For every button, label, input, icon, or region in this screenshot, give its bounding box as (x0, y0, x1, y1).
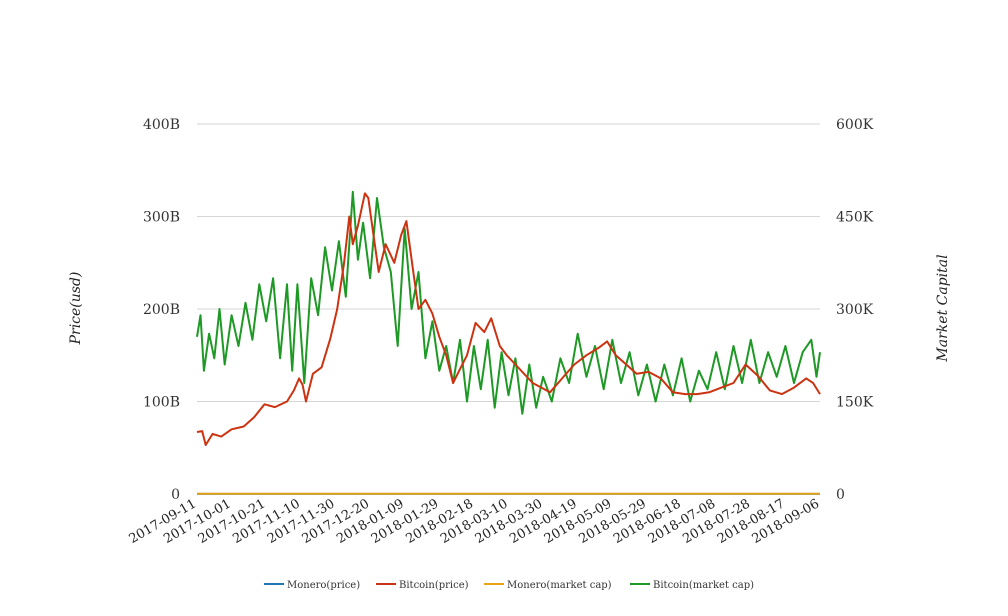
left-tick-label: 200B (143, 302, 180, 318)
series-line-bitcoin-price (196, 192, 821, 446)
series-lines (196, 190, 821, 495)
right-tick-label: 300K (836, 302, 874, 318)
left-tick-label: 0 (171, 487, 180, 503)
right-tick-label: 600K (836, 117, 874, 133)
legend-label: Monero(price) (287, 580, 360, 591)
gridlines (197, 123, 820, 495)
right-axis-ticks: 0 150K 300K 450K 600K (836, 117, 874, 503)
legend: Monero(price) Bitcoin(price) Monero(market… (264, 580, 754, 591)
legend-label: Bitcoin(price) (399, 580, 469, 591)
left-axis-ticks: 0 100B 200B 300B 400B (143, 117, 180, 503)
series-line-bitcoin-market-cap (196, 190, 821, 415)
x-axis-ticks: 2017-09-112017-10-012017-10-212017-11-10… (127, 496, 822, 546)
right-tick-label: 150K (836, 395, 874, 411)
right-tick-label: 450K (836, 210, 874, 226)
left-tick-label: 100B (143, 395, 180, 411)
left-tick-label: 300B (143, 210, 180, 226)
left-axis-title: Price(usd) (68, 272, 84, 346)
legend-label: Bitcoin(market cap) (653, 580, 754, 591)
left-tick-label: 400B (143, 117, 180, 133)
legend-label: Monero(market cap) (507, 580, 612, 591)
right-axis-title: Market Capital (935, 254, 951, 362)
right-tick-label: 0 (836, 487, 845, 503)
